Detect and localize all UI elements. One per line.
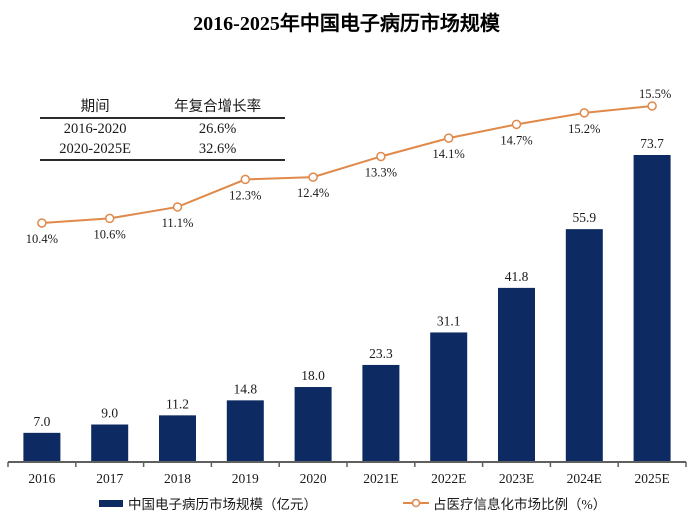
line-point-2024E: [579, 108, 590, 118]
x-axis-label-2025E: 2025E: [634, 471, 669, 486]
x-axis-label-2021E: 2021E: [363, 471, 398, 486]
line-point-label-2024E: 15.2%: [568, 122, 600, 136]
x-axis-label-2016: 2016: [28, 471, 55, 486]
bar-value-label-2025E: 73.7: [640, 136, 664, 151]
bar-value-label-2016: 7.0: [33, 414, 50, 429]
bar-value-label-2018: 11.2: [166, 396, 189, 411]
line-point-label-2020: 12.4%: [297, 186, 329, 200]
cagr-header-period: 期间: [80, 98, 110, 115]
line-point-label-2025E: 15.5%: [639, 87, 671, 101]
line-point-2025E: [647, 101, 657, 111]
x-axis-label-2020: 2020: [300, 471, 327, 486]
cagr-table: 期间 年复合增长率 2016-2020 26.6% 2020-2025E 32.…: [40, 93, 285, 161]
line-point-label-2021E: 13.3%: [365, 165, 397, 179]
trend-line: [41, 105, 653, 224]
line-point-2016: [37, 218, 47, 228]
chart-title: 2016-2025年中国电子病历市场规模: [193, 13, 500, 35]
bar-value-label-2022E: 31.1: [437, 313, 461, 328]
cagr-header-rate: 年复合增长率: [174, 98, 262, 115]
line-point-2020: [308, 172, 318, 182]
x-axis-label-2023E: 2023E: [499, 471, 534, 486]
legend-item-share-ratio: 占医疗信息化市场比例（%）: [403, 494, 606, 512]
line-point-label-2018: 11.1%: [162, 216, 194, 230]
cagr-table-row-1: 2016-2020 26.6%: [40, 119, 285, 139]
bar-2023E: [498, 287, 535, 462]
bar-value-label-2023E: 41.8: [505, 269, 529, 284]
bar-value-label-2020: 18.0: [301, 368, 325, 383]
bar-2020: [294, 387, 332, 462]
line-point-label-2022E: 14.1%: [433, 147, 465, 161]
bar-2024E: [565, 229, 603, 462]
line-point-label-2017: 10.6%: [94, 227, 126, 241]
bar-2021E: [362, 364, 400, 462]
line-point-label-2019: 12.3%: [229, 188, 261, 202]
bar-2017: [91, 424, 129, 462]
x-axis-label-2017: 2017: [96, 471, 123, 486]
cagr-row2-period: 2020-2025E: [59, 140, 131, 157]
x-axis-label-2019: 2019: [232, 471, 259, 486]
line-point-2018: [172, 202, 183, 212]
line-point-2023E: [511, 119, 522, 130]
cagr-table-header-row: 期间 年复合增长率: [40, 93, 285, 117]
x-axis-label-2024E: 2024E: [567, 471, 602, 486]
x-axis-label-2018: 2018: [164, 471, 191, 486]
legend-line-label: 占医疗信息化市场比例（%）: [433, 497, 607, 512]
bar-2022E: [430, 332, 468, 462]
bar-value-label-2021E: 23.3: [369, 346, 393, 361]
cagr-table-row-2: 2020-2025E 32.6%: [40, 139, 285, 159]
line-point-2022E: [443, 133, 454, 143]
cagr-row1-period: 2016-2020: [63, 120, 127, 137]
table-divider-top: [40, 117, 285, 119]
legend-item-market-size: 中国电子病历市场规模（亿元）: [99, 494, 317, 512]
bar-2019: [226, 400, 264, 462]
x-axis-label-2022E: 2022E: [431, 471, 466, 486]
bar-2016: [23, 432, 61, 462]
line-point-2019: [240, 174, 251, 185]
line-point-2021E: [376, 151, 386, 162]
bar-2018: [159, 415, 196, 462]
bar-value-label-2017: 9.0: [101, 406, 118, 421]
line-series-marker: [403, 498, 429, 508]
line-point-2017: [104, 213, 115, 224]
legend-bar-label: 中国电子病历市场规模（亿元）: [128, 497, 317, 512]
cagr-row2-rate: 32.6%: [198, 140, 237, 157]
cagr-row1-rate: 26.6%: [198, 120, 237, 137]
line-point-label-2016: 10.4%: [26, 232, 58, 246]
bar-2025E: [633, 155, 671, 462]
table-divider-bottom: [40, 159, 285, 161]
bar-value-label-2024E: 55.9: [572, 210, 596, 225]
bar-series-swatch: [99, 499, 123, 507]
bar-value-label-2019: 14.8: [233, 381, 257, 396]
line-point-label-2023E: 14.7%: [500, 133, 532, 147]
